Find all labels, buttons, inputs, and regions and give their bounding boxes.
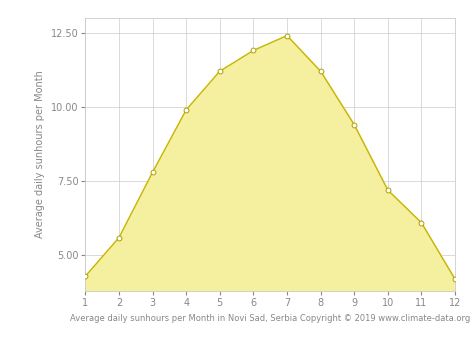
X-axis label: Average daily sunhours per Month in Novi Sad, Serbia Copyright © 2019 www.climat: Average daily sunhours per Month in Novi… [70, 313, 470, 323]
Y-axis label: Average daily sunhours per Month: Average daily sunhours per Month [35, 71, 45, 238]
